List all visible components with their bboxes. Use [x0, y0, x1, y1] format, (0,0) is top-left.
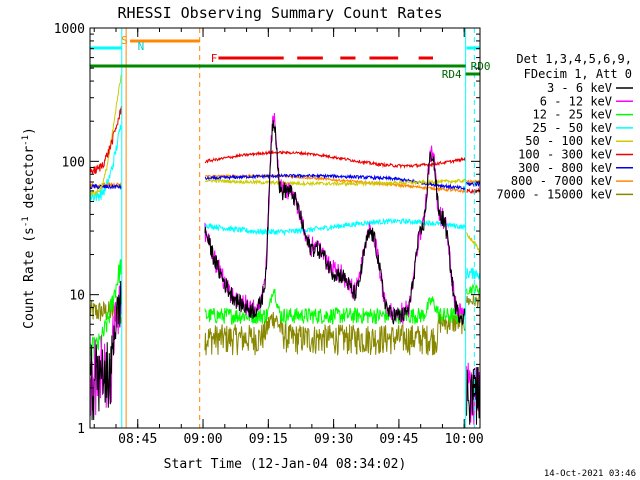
x-tick-label: 09:15	[249, 432, 288, 447]
legend-label-s7000: 7000 - 15000 keV	[496, 187, 612, 201]
legend-label-s3: 3 - 6 keV	[547, 81, 612, 95]
x-tick-label: 09:45	[379, 432, 418, 447]
y-tick-label: 1	[77, 422, 85, 437]
y-tick-label: 100	[62, 155, 85, 170]
series-line-s7000	[89, 293, 481, 356]
y-tick-label: 10	[69, 289, 85, 304]
series-layer	[89, 74, 481, 425]
series-line-s100	[89, 106, 481, 195]
x-tick-label: 08:45	[118, 432, 157, 447]
saa-label: S	[121, 34, 128, 47]
rd0-label: RD0	[471, 60, 491, 73]
legend-label-s12: 12 - 25 keV	[533, 108, 612, 122]
y-tick-label: 1000	[54, 22, 85, 37]
x-tick-label: 10:00	[445, 432, 484, 447]
legend-label-s300: 300 - 800 keV	[518, 161, 612, 175]
chart-title: RHESSI Observing Summary Count Rates	[117, 4, 442, 22]
legend: Det 1,3,4,5,6,9, FDecim 1, Att 0 3 - 6 k…	[496, 52, 633, 201]
rd4-label: RD4	[442, 68, 462, 81]
series-line-s6	[89, 112, 481, 425]
legend-label-s100: 100 - 300 keV	[518, 148, 612, 162]
legend-header-1: Det 1,3,4,5,6,9,	[516, 52, 632, 66]
axis-ticks: 08:45 09:00 09:15 09:30 09:45 10:00 1 10 100 1000	[54, 22, 484, 447]
flare-label: F	[211, 52, 218, 65]
plot-frame	[89, 27, 481, 429]
series-line-s300	[89, 172, 481, 191]
x-tick-label: 09:30	[314, 432, 353, 447]
series-line-s50	[89, 74, 481, 254]
legend-label-s800: 800 - 7000 keV	[511, 174, 612, 188]
x-tick-label: 09:00	[183, 432, 222, 447]
legend-header-2: FDecim 1, Att 0	[524, 67, 632, 81]
night-label: N	[138, 40, 145, 53]
series-line-s25	[89, 124, 481, 281]
legend-label-s6: 6 - 12 keV	[540, 94, 612, 108]
series-line-s3	[89, 120, 481, 425]
legend-label-s50: 50 - 100 keV	[525, 134, 612, 148]
legend-label-s25: 25 - 50 keV	[533, 121, 612, 135]
x-axis-label: Start Time (12-Jan-04 08:34:02)	[164, 457, 407, 472]
y-axis-label: Count Rate (s-1 detector-1)	[21, 127, 37, 329]
footer-timestamp: 14-Oct-2021 03:46	[544, 469, 636, 479]
overlay-layer: S N F RD0 RD4	[90, 28, 491, 428]
